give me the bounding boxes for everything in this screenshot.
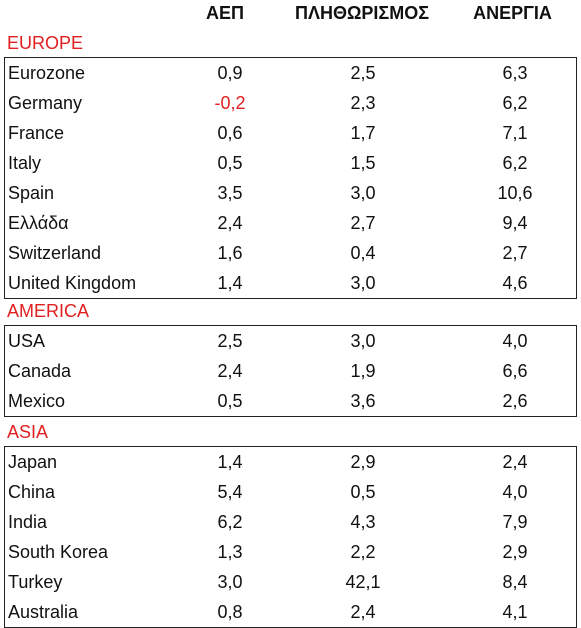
table-row: USA 2,5 3,0 4,0 <box>5 326 576 356</box>
unemployment-value: 6,2 <box>502 153 528 173</box>
population-value: 0,5 <box>350 482 376 502</box>
population-value: 1,7 <box>350 123 376 143</box>
country-name: United Kingdom <box>8 273 137 293</box>
country-name: Ελλάδα <box>8 213 69 233</box>
unemployment-value: 2,4 <box>502 452 528 472</box>
table-row: Australia 0,8 2,4 4,1 <box>5 597 576 627</box>
region-label-europe: EUROPE <box>7 33 84 53</box>
country-name: Japan <box>8 452 58 472</box>
population-value: 1,9 <box>350 361 376 381</box>
country-name: Germany <box>8 93 83 113</box>
population-value: 2,4 <box>350 602 376 622</box>
unemployment-value: 9,4 <box>502 213 528 233</box>
country-name: USA <box>8 331 46 351</box>
region-label-asia: ASIA <box>7 422 49 442</box>
country-name: France <box>8 123 65 143</box>
gdp-value: 0,6 <box>217 123 243 143</box>
gdp-value: 0,5 <box>217 153 243 173</box>
table-row: France 0,6 1,7 7,1 <box>5 118 576 148</box>
unemployment-value: 7,1 <box>502 123 528 143</box>
country-name: South Korea <box>8 542 109 562</box>
gdp-value: 1,3 <box>217 542 243 562</box>
region-table-america: USA 2,5 3,0 4,0 Canada 2,4 1,9 6,6 Mexic… <box>4 325 577 417</box>
country-name: Italy <box>8 153 42 173</box>
population-value: 3,0 <box>350 273 376 293</box>
header-population: ΠΛΗΘΩΡΙΣΜΟΣ <box>294 3 430 23</box>
table-row: China 5,4 0,5 4,0 <box>5 477 576 507</box>
unemployment-value: 2,6 <box>502 391 528 411</box>
unemployment-value: 7,9 <box>502 512 528 532</box>
region-table-asia: Japan 1,4 2,9 2,4 China 5,4 0,5 4,0 Indi… <box>4 446 577 628</box>
country-name: Switzerland <box>8 243 102 263</box>
country-name: Spain <box>8 183 55 203</box>
header-gdp: ΑΕΠ <box>205 3 244 23</box>
population-value: 3,0 <box>350 331 376 351</box>
table-row: Mexico 0,5 3,6 2,6 <box>5 386 576 416</box>
population-value: 1,5 <box>350 153 376 173</box>
population-value: 2,9 <box>350 452 376 472</box>
population-value: 2,5 <box>350 63 376 83</box>
unemployment-value: 8,4 <box>502 572 528 592</box>
table-row: Eurozone 0,9 2,5 6,3 <box>5 58 576 88</box>
unemployment-value: 2,7 <box>502 243 528 263</box>
population-value: 3,6 <box>350 391 376 411</box>
unemployment-value: 4,0 <box>502 482 528 502</box>
table-row: United Kingdom 1,4 3,0 4,6 <box>5 268 576 298</box>
country-name: India <box>8 512 48 532</box>
table-row: Ελλάδα 2,4 2,7 9,4 <box>5 208 576 238</box>
unemployment-value: 6,2 <box>502 93 528 113</box>
table-row: Germany -0,2 2,3 6,2 <box>5 88 576 118</box>
table-row: Spain 3,5 3,0 10,6 <box>5 178 576 208</box>
gdp-value: 3,5 <box>217 183 243 203</box>
population-value: 2,7 <box>350 213 376 233</box>
table-row: Canada 2,4 1,9 6,6 <box>5 356 576 386</box>
gdp-value: 2,5 <box>217 331 243 351</box>
gdp-value: 2,4 <box>217 213 243 233</box>
gdp-value: 0,9 <box>217 63 243 83</box>
gdp-value: 5,4 <box>217 482 243 502</box>
unemployment-value: 2,9 <box>502 542 528 562</box>
table-row: Italy 0,5 1,5 6,2 <box>5 148 576 178</box>
gdp-value: 1,6 <box>217 243 243 263</box>
population-value: 4,3 <box>350 512 376 532</box>
header-unemployment: ΑΝΕΡΓΙΑ <box>473 3 552 23</box>
country-name: Turkey <box>8 572 63 592</box>
gdp-value: 6,2 <box>217 512 243 532</box>
region-label-america: AMERICA <box>7 301 90 321</box>
unemployment-value: 4,0 <box>502 331 528 351</box>
unemployment-value: 4,6 <box>502 273 528 293</box>
table-row: India 6,2 4,3 7,9 <box>5 507 576 537</box>
table-row: Turkey 3,0 42,1 8,4 <box>5 567 576 597</box>
population-value: 42,1 <box>345 572 381 592</box>
country-name: Eurozone <box>8 63 86 83</box>
country-name: Canada <box>8 361 72 381</box>
table-row: Japan 1,4 2,9 2,4 <box>5 447 576 477</box>
gdp-value: 1,4 <box>217 273 243 293</box>
population-value: 3,0 <box>350 183 376 203</box>
population-value: 2,2 <box>350 542 376 562</box>
gdp-value: 0,5 <box>217 391 243 411</box>
gdp-value: 3,0 <box>217 572 243 592</box>
gdp-value: 0,8 <box>217 602 243 622</box>
country-name: Mexico <box>8 391 66 411</box>
unemployment-value: 4,1 <box>502 602 528 622</box>
population-value: 2,3 <box>350 93 376 113</box>
column-header-row: ΑΕΠ ΠΛΗΘΩΡΙΣΜΟΣ ΑΝΕΡΓΙΑ <box>0 0 581 30</box>
unemployment-value: 10,6 <box>497 183 533 203</box>
gdp-value: 1,4 <box>217 452 243 472</box>
country-name: Australia <box>8 602 79 622</box>
region-table-europe: Eurozone 0,9 2,5 6,3 Germany -0,2 2,3 6,… <box>4 57 577 299</box>
unemployment-value: 6,6 <box>502 361 528 381</box>
population-value: 0,4 <box>350 243 376 263</box>
gdp-value-negative: -0,2 <box>214 93 246 113</box>
table-row: Switzerland 1,6 0,4 2,7 <box>5 238 576 268</box>
country-name: China <box>8 482 56 502</box>
gdp-value: 2,4 <box>217 361 243 381</box>
table-row: South Korea 1,3 2,2 2,9 <box>5 537 576 567</box>
unemployment-value: 6,3 <box>502 63 528 83</box>
